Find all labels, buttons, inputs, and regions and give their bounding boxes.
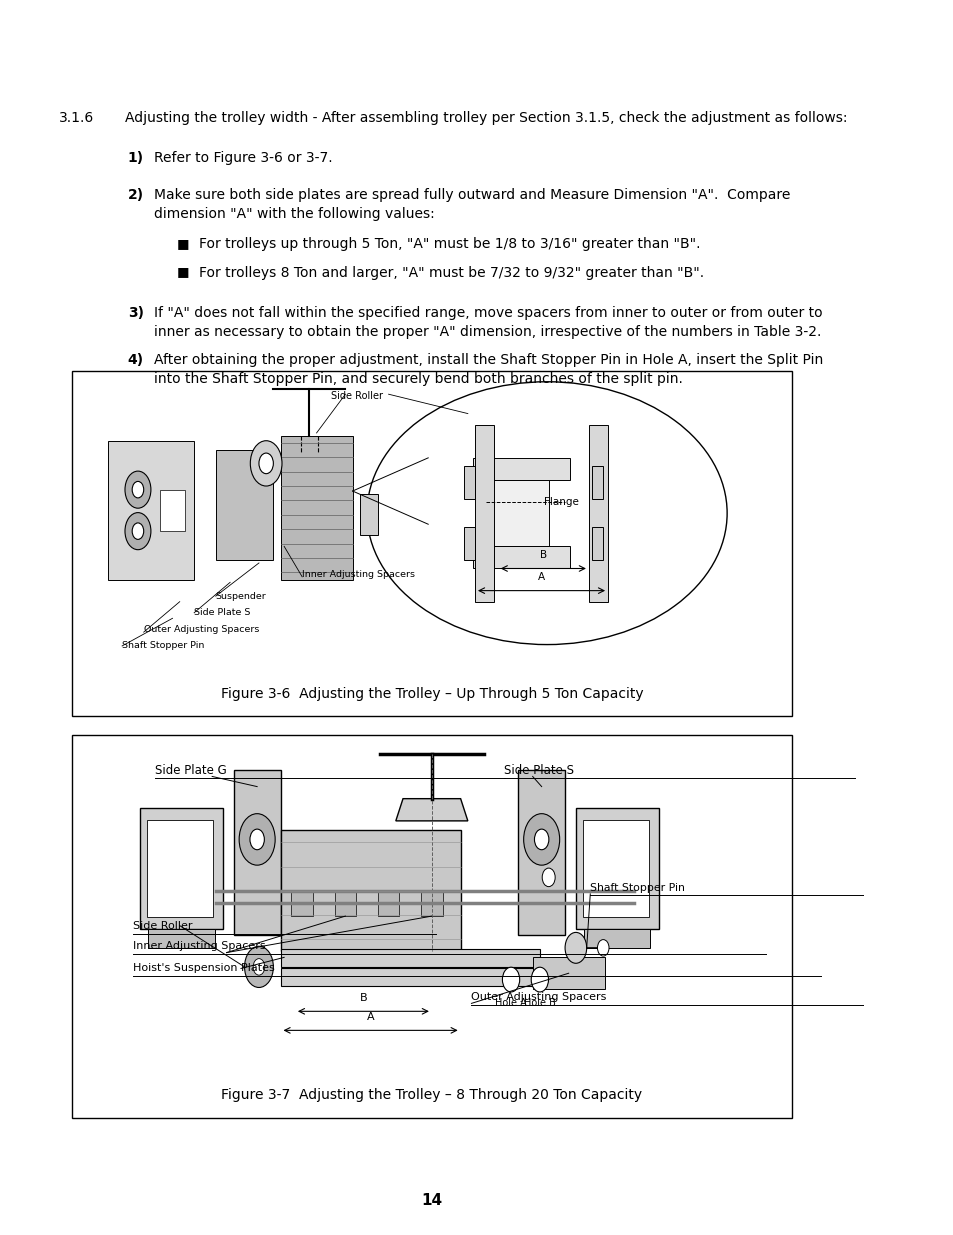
Circle shape bbox=[258, 453, 274, 474]
Bar bbox=[517, 771, 564, 935]
Polygon shape bbox=[395, 799, 467, 821]
Circle shape bbox=[132, 482, 144, 498]
Ellipse shape bbox=[367, 382, 726, 645]
Text: Hole B: Hole B bbox=[523, 998, 556, 1009]
Text: Hole A: Hole A bbox=[495, 998, 526, 1009]
Bar bbox=[147, 820, 213, 916]
Text: 1): 1) bbox=[128, 151, 144, 164]
Bar bbox=[280, 830, 460, 951]
Text: If "A" does not fall within the specified range, move spacers from inner to oute: If "A" does not fall within the specifie… bbox=[153, 306, 821, 340]
Bar bbox=[582, 820, 648, 916]
Text: A: A bbox=[366, 1013, 374, 1023]
Circle shape bbox=[253, 958, 264, 976]
Bar bbox=[159, 489, 185, 531]
Bar bbox=[233, 771, 280, 935]
Text: B: B bbox=[539, 551, 546, 561]
Bar bbox=[335, 890, 355, 916]
Circle shape bbox=[132, 522, 144, 540]
Bar bbox=[473, 546, 570, 568]
Text: Figure 3-7  Adjusting the Trolley – 8 Through 20 Ton Capacity: Figure 3-7 Adjusting the Trolley – 8 Thr… bbox=[221, 1088, 641, 1103]
Bar bbox=[592, 466, 602, 499]
Text: Flange: Flange bbox=[543, 498, 578, 508]
Bar bbox=[588, 425, 607, 601]
Bar bbox=[280, 950, 539, 967]
Bar bbox=[475, 425, 494, 601]
Text: 3): 3) bbox=[128, 306, 144, 320]
Text: Make sure both side plates are spread fully outward and Measure Dimension "A".  : Make sure both side plates are spread fu… bbox=[153, 188, 789, 221]
Bar bbox=[483, 480, 548, 546]
Bar bbox=[377, 890, 399, 916]
Text: Side Roller: Side Roller bbox=[331, 391, 382, 401]
Text: 14: 14 bbox=[421, 1193, 442, 1208]
Text: Hoist's Suspension Plates: Hoist's Suspension Plates bbox=[132, 963, 274, 973]
Text: 4): 4) bbox=[128, 353, 144, 367]
Circle shape bbox=[239, 814, 274, 866]
Circle shape bbox=[597, 940, 608, 956]
Bar bbox=[71, 735, 791, 1118]
Text: Side Roller: Side Roller bbox=[132, 920, 193, 931]
Text: Suspender: Suspender bbox=[215, 592, 266, 600]
Circle shape bbox=[250, 829, 264, 850]
Circle shape bbox=[250, 441, 282, 487]
Circle shape bbox=[523, 814, 559, 866]
Bar bbox=[215, 450, 274, 561]
Text: For trolleys 8 Ton and larger, "A" must be 7/32 to 9/32" greater than "B".: For trolleys 8 Ton and larger, "A" must … bbox=[198, 266, 703, 279]
Text: After obtaining the proper adjustment, install the Shaft Stopper Pin in Hole A, : After obtaining the proper adjustment, i… bbox=[153, 353, 822, 387]
Text: ■: ■ bbox=[177, 237, 190, 251]
Text: Inner Adjusting Spacers: Inner Adjusting Spacers bbox=[132, 941, 265, 951]
Text: Side Plate G: Side Plate G bbox=[154, 763, 226, 777]
Bar bbox=[149, 929, 214, 947]
Circle shape bbox=[125, 471, 151, 508]
Bar bbox=[464, 466, 475, 499]
Text: A: A bbox=[537, 572, 544, 583]
Text: Outer Adjusting Spacers: Outer Adjusting Spacers bbox=[144, 625, 259, 634]
Bar bbox=[280, 968, 539, 986]
Text: Side Plate S: Side Plate S bbox=[193, 609, 251, 618]
Text: Refer to Figure 3-6 or 3-7.: Refer to Figure 3-6 or 3-7. bbox=[153, 151, 332, 164]
Bar bbox=[532, 957, 604, 989]
Bar bbox=[108, 441, 193, 579]
Text: Outer Adjusting Spacers: Outer Adjusting Spacers bbox=[471, 992, 606, 1002]
Bar bbox=[359, 494, 377, 535]
Bar bbox=[592, 527, 602, 561]
Text: Shaft Stopper Pin: Shaft Stopper Pin bbox=[590, 883, 684, 893]
Bar bbox=[280, 436, 353, 579]
Bar bbox=[473, 458, 570, 480]
Circle shape bbox=[531, 967, 548, 992]
Bar bbox=[576, 808, 658, 929]
Text: Shaft Stopper Pin: Shaft Stopper Pin bbox=[122, 641, 204, 651]
Circle shape bbox=[564, 932, 586, 963]
Circle shape bbox=[541, 868, 555, 887]
Circle shape bbox=[534, 829, 548, 850]
Text: 3.1.6: 3.1.6 bbox=[59, 111, 94, 125]
Text: Side Plate S: Side Plate S bbox=[503, 763, 574, 777]
Bar bbox=[583, 929, 650, 947]
Text: ■: ■ bbox=[177, 266, 190, 279]
Text: 2): 2) bbox=[128, 188, 144, 201]
Text: Adjusting the trolley width - After assembling trolley per Section 3.1.5, check : Adjusting the trolley width - After asse… bbox=[125, 111, 847, 125]
Bar bbox=[420, 890, 442, 916]
Circle shape bbox=[244, 946, 274, 988]
Text: For trolleys up through 5 Ton, "A" must be 1/8 to 3/16" greater than "B".: For trolleys up through 5 Ton, "A" must … bbox=[198, 237, 700, 251]
Bar bbox=[71, 370, 791, 716]
Circle shape bbox=[502, 967, 519, 992]
Text: B: B bbox=[359, 993, 367, 1003]
Text: Figure 3-6  Adjusting the Trolley – Up Through 5 Ton Capacity: Figure 3-6 Adjusting the Trolley – Up Th… bbox=[220, 687, 642, 701]
Bar bbox=[291, 890, 313, 916]
Circle shape bbox=[125, 513, 151, 550]
Bar bbox=[140, 808, 223, 929]
Text: Inner Adjusting Spacers: Inner Adjusting Spacers bbox=[302, 569, 415, 578]
Bar bbox=[464, 527, 475, 561]
